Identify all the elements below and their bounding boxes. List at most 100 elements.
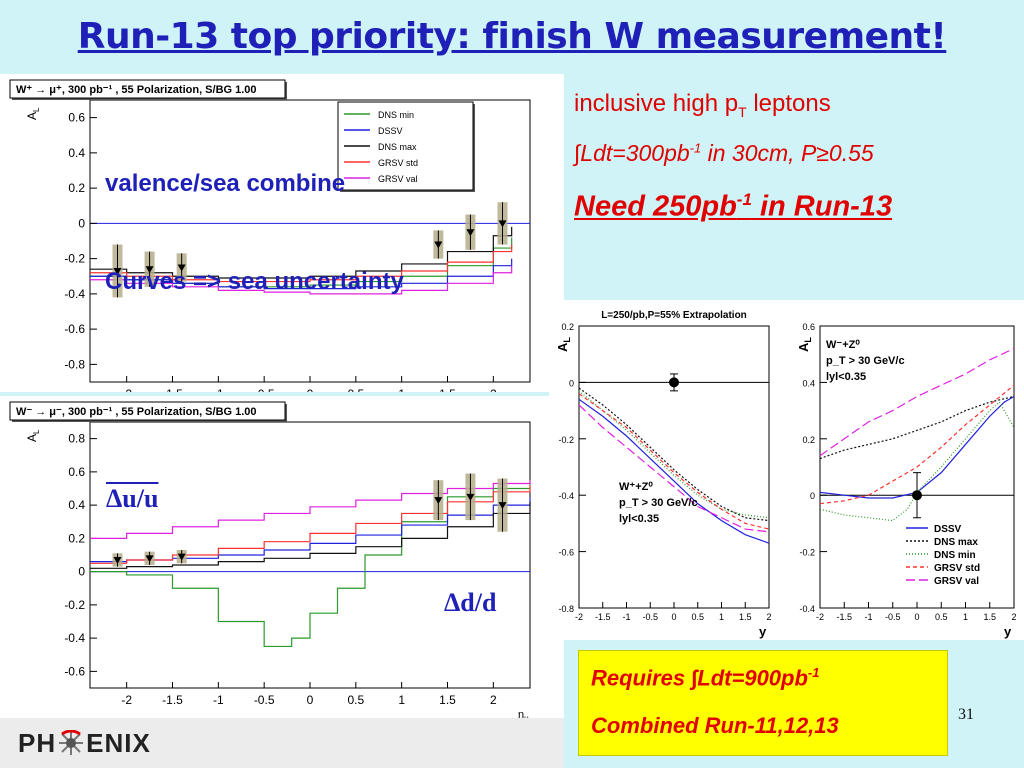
luminosity-text: ∫Ldt=300pb-1 in 30cm, P≥0.55 [574,140,874,167]
valence-sea-label: valence/sea combine [105,170,346,197]
x-tick-label: 1.5 [983,612,996,622]
du-over-u-label: Δu/u [106,484,158,514]
du-over-u-text: Δu/u [106,484,159,513]
y-tick-label: 0.4 [802,378,815,388]
y-tick-label: 0 [810,491,815,501]
requires-text: Requires ∫Ldt=900pb [591,665,808,691]
series-line-dssv [578,398,770,544]
series-line-grsv-std [819,384,1015,505]
data-point [177,264,186,272]
x-tick-label: -0.5 [254,387,275,392]
legend-label: DSSV [934,524,962,535]
y-axis-label: AL [25,107,41,120]
y-tick-label: 0.4 [68,146,85,160]
x-tick-label: 1 [963,612,968,622]
phenix-logo: PH ENIX [18,728,151,759]
data-point [498,502,507,510]
x-tick-label: 2 [490,693,497,707]
data-point [145,555,154,563]
y-tick-label: 0.2 [802,435,815,445]
requires-sup: -1 [807,665,820,680]
chart-wplus-rapidity: -2 -1.5 -1 -0.5 0 0.5 1 1.5 2 0.2 0 -0.2 -0.4 -0.6 -0.… [555,310,772,639]
requirement-box: Requires ∫Ldt=900pb-1 Combined Run-11,12… [578,650,948,756]
x-tick-label: 0.5 [347,693,364,707]
x-tick-label: -1.5 [595,612,611,622]
x-tick-label: 1 [398,387,405,392]
data-point [466,493,475,501]
logo-text-left: PH [18,728,57,758]
x-tick-label: -2 [816,612,824,622]
x-tick-label: -1.5 [836,612,852,622]
series-line-grsv-std [578,393,770,530]
plot-panel-wplus: -2 -1.5 -1 -0.5 0 0.5 1 1.5 2 0.6 0.4 0.2 0 -0.2 -0.4 -… [0,74,564,417]
legend-label: DNS max [934,537,978,548]
data-point [113,556,122,564]
x-tick-label: -1 [622,612,630,622]
y-tick-label: 0.2 [561,322,574,332]
chart-title: W⁻ → μ⁻, 300 pb⁻¹ , 55 Polarization, S/B… [16,406,257,418]
series-line-dns-max [578,387,770,522]
plot-panel-wminus: -2 -1.5 -1 -0.5 0 0.5 1 1.5 2 0.8 0.6 0.4 0.2 0 -0.2 -0… [0,396,564,723]
x-axis-label: y [759,624,767,639]
series-line-dns-min [90,480,531,648]
y-tick-label: -0.2 [799,548,815,558]
chart-wplus-eta: -2 -1.5 -1 -0.5 0 0.5 1 1.5 2 0.6 0.4 0.2 0 -0.2 -0.4 -… [9,79,531,417]
series-line-dns-max [90,501,531,569]
series-line-grsv-val [819,348,1015,457]
lumi-text-sup: -1 [689,140,702,156]
y-tick-label: -0.4 [558,491,574,501]
y-axis-label: AL [796,337,813,352]
physics-label: lyl<0.35 [619,513,659,525]
x-tick-label: 2 [766,612,771,622]
x-tick-label: -1.5 [162,387,183,392]
x-tick-label: 0.5 [347,387,364,392]
y-axis-label-sub: L [803,337,813,343]
y-tick-label: 0 [78,216,85,230]
y-tick-label: -0.4 [64,631,85,645]
data-point [669,377,679,388]
y-axis-label-sub: L [562,337,572,343]
x-tick-label: 2 [1011,612,1016,622]
need-text-b: in Run-13 [751,190,893,223]
x-tick-label: -2 [575,612,583,622]
footer-bar [0,718,564,768]
legend-label: DNS max [378,142,417,152]
data-point [113,267,122,275]
series-line-dns-max [90,226,513,279]
requires-line: Requires ∫Ldt=900pb-1 [591,665,819,691]
chart-title: L=250/pb,P=55% Extrapolation [601,310,747,321]
x-tick-label: 0.5 [935,612,948,622]
y-tick-label: 0 [569,378,574,388]
series-line-grsv-val [90,480,531,539]
legend-label: DNS min [934,550,976,561]
legend-label: GRSV val [378,174,418,184]
legend-label: GRSV std [378,158,418,168]
y-tick-label: 0.6 [802,322,815,332]
lumi-text-a: ∫Ldt=300pb [574,140,690,166]
y-axis-label-sub: L [32,107,41,112]
x-tick-label: -1 [213,387,224,392]
y-tick-label: -0.2 [558,435,574,445]
leptons-text-a: inclusive high p [574,90,739,117]
legend-label: DSSV [378,126,403,136]
need-text-sup: -1 [736,190,752,209]
chart-wminus-rapidity: -2 -1.5 -1 -0.5 0 0.5 1 1.5 2 0.6 0.4 0.2 0 -0.2 -0.4 A… [796,322,1017,639]
legend-label: DNS min [378,110,414,120]
x-tick-label: 0 [914,612,919,622]
series-line-dssv [819,395,1015,499]
series-line-grsv-std [90,244,513,283]
y-axis-label: AL [25,429,41,442]
x-axis-label: ημ [518,709,529,718]
logo-sun-icon [56,729,86,756]
x-axis-label: y [1004,624,1012,639]
y-tick-label: -0.2 [64,598,85,612]
y-tick-label: 0.2 [68,531,85,545]
slide-title: Run-13 top priority: finish W measuremen… [77,16,947,57]
y-tick-label: 0.2 [68,181,85,195]
y-tick-label: -0.8 [558,604,574,614]
x-tick-label: -0.5 [254,693,275,707]
dd-over-d-label: Δd/d [444,588,497,617]
x-tick-label: 1.5 [439,693,456,707]
need-run13-text: Need 250pb-1 in Run-13 [574,190,892,224]
x-tick-label: -0.5 [642,612,658,622]
